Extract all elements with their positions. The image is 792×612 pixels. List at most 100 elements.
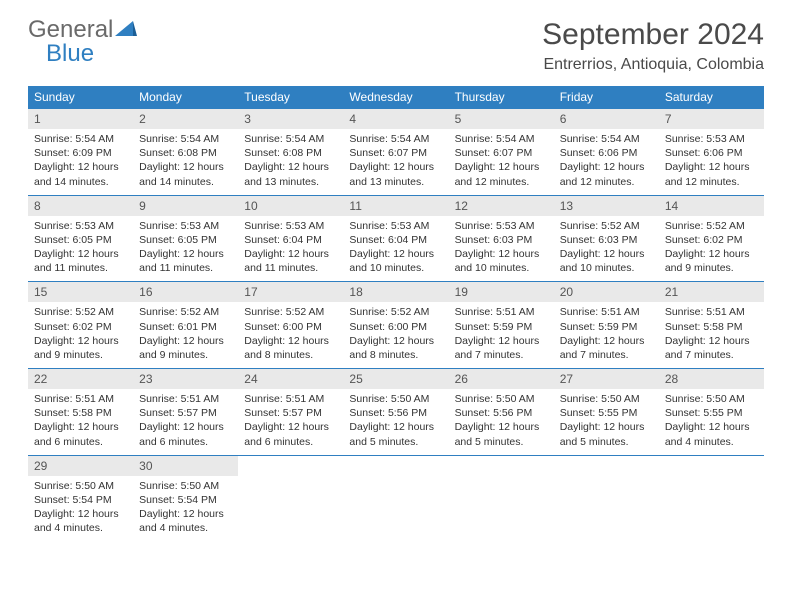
cell-line: Sunset: 6:07 PM <box>455 146 548 160</box>
cell-line: Sunrise: 5:54 AM <box>244 132 337 146</box>
cell-line: Daylight: 12 hours <box>139 420 232 434</box>
cell-line: and 13 minutes. <box>349 175 442 189</box>
cell-line: Sunset: 6:05 PM <box>139 233 232 247</box>
cell-line: and 14 minutes. <box>34 175 127 189</box>
cell-line: Sunrise: 5:52 AM <box>665 219 758 233</box>
calendar-cell: 9Sunrise: 5:53 AMSunset: 6:05 PMDaylight… <box>133 196 238 282</box>
cell-line: Sunrise: 5:51 AM <box>665 305 758 319</box>
cell-line: Sunset: 5:55 PM <box>665 406 758 420</box>
calendar-cell: 21Sunrise: 5:51 AMSunset: 5:58 PMDayligh… <box>659 282 764 368</box>
cell-body: Sunrise: 5:50 AMSunset: 5:56 PMDaylight:… <box>449 389 554 455</box>
day-number: 16 <box>133 282 238 302</box>
cell-line: and 7 minutes. <box>665 348 758 362</box>
day-number: 22 <box>28 369 133 389</box>
cell-body: Sunrise: 5:53 AMSunset: 6:04 PMDaylight:… <box>343 216 448 282</box>
cell-line: Sunset: 5:55 PM <box>560 406 653 420</box>
cell-body: Sunrise: 5:54 AMSunset: 6:08 PMDaylight:… <box>133 129 238 195</box>
cell-line: Daylight: 12 hours <box>665 420 758 434</box>
calendar-week: 22Sunrise: 5:51 AMSunset: 5:58 PMDayligh… <box>28 368 764 455</box>
day-number: 1 <box>28 109 133 129</box>
day-header: Wednesday <box>343 86 448 108</box>
day-number: 5 <box>449 109 554 129</box>
cell-line: Sunset: 5:59 PM <box>455 320 548 334</box>
cell-body: Sunrise: 5:51 AMSunset: 5:57 PMDaylight:… <box>238 389 343 455</box>
cell-line: Sunset: 6:05 PM <box>34 233 127 247</box>
logo-text-general: General <box>28 16 113 43</box>
cell-line: Sunset: 6:01 PM <box>139 320 232 334</box>
day-number: 29 <box>28 456 133 476</box>
calendar-cell: 10Sunrise: 5:53 AMSunset: 6:04 PMDayligh… <box>238 196 343 282</box>
cell-line: Daylight: 12 hours <box>349 334 442 348</box>
cell-line: Sunset: 6:02 PM <box>34 320 127 334</box>
cell-line: Sunrise: 5:50 AM <box>455 392 548 406</box>
cell-line: Sunrise: 5:52 AM <box>560 219 653 233</box>
cell-body: Sunrise: 5:52 AMSunset: 6:02 PMDaylight:… <box>659 216 764 282</box>
cell-line: Sunrise: 5:53 AM <box>455 219 548 233</box>
cell-line: Sunrise: 5:53 AM <box>139 219 232 233</box>
cell-body: Sunrise: 5:54 AMSunset: 6:08 PMDaylight:… <box>238 129 343 195</box>
cell-body: Sunrise: 5:51 AMSunset: 5:58 PMDaylight:… <box>659 302 764 368</box>
day-number: 8 <box>28 196 133 216</box>
cell-line: Daylight: 12 hours <box>665 247 758 261</box>
cell-line: Sunset: 6:00 PM <box>349 320 442 334</box>
page-title: September 2024 <box>542 18 764 52</box>
cell-body: Sunrise: 5:50 AMSunset: 5:54 PMDaylight:… <box>133 476 238 542</box>
cell-line: Daylight: 12 hours <box>34 247 127 261</box>
cell-line: and 5 minutes. <box>455 435 548 449</box>
calendar-cell: 4Sunrise: 5:54 AMSunset: 6:07 PMDaylight… <box>343 109 448 195</box>
cell-line: Sunset: 6:09 PM <box>34 146 127 160</box>
day-number: 2 <box>133 109 238 129</box>
calendar-cell <box>238 456 343 542</box>
calendar: SundayMondayTuesdayWednesdayThursdayFrid… <box>28 86 764 541</box>
calendar-cell: 16Sunrise: 5:52 AMSunset: 6:01 PMDayligh… <box>133 282 238 368</box>
cell-line: Sunset: 6:04 PM <box>349 233 442 247</box>
cell-line: Sunset: 6:04 PM <box>244 233 337 247</box>
calendar-cell: 20Sunrise: 5:51 AMSunset: 5:59 PMDayligh… <box>554 282 659 368</box>
calendar-cell: 6Sunrise: 5:54 AMSunset: 6:06 PMDaylight… <box>554 109 659 195</box>
cell-body: Sunrise: 5:54 AMSunset: 6:07 PMDaylight:… <box>343 129 448 195</box>
cell-line: Sunrise: 5:53 AM <box>349 219 442 233</box>
cell-line: and 7 minutes. <box>455 348 548 362</box>
cell-line: Daylight: 12 hours <box>244 420 337 434</box>
cell-line: and 9 minutes. <box>139 348 232 362</box>
calendar-cell: 12Sunrise: 5:53 AMSunset: 6:03 PMDayligh… <box>449 196 554 282</box>
cell-body: Sunrise: 5:51 AMSunset: 5:57 PMDaylight:… <box>133 389 238 455</box>
cell-line: and 10 minutes. <box>560 261 653 275</box>
calendar-week: 29Sunrise: 5:50 AMSunset: 5:54 PMDayligh… <box>28 455 764 542</box>
cell-line: Daylight: 12 hours <box>34 160 127 174</box>
day-number: 20 <box>554 282 659 302</box>
cell-line: and 9 minutes. <box>34 348 127 362</box>
day-number: 26 <box>449 369 554 389</box>
day-number: 15 <box>28 282 133 302</box>
calendar-cell: 24Sunrise: 5:51 AMSunset: 5:57 PMDayligh… <box>238 369 343 455</box>
cell-body: Sunrise: 5:50 AMSunset: 5:55 PMDaylight:… <box>659 389 764 455</box>
cell-line: Sunrise: 5:50 AM <box>560 392 653 406</box>
day-number: 28 <box>659 369 764 389</box>
calendar-cell: 26Sunrise: 5:50 AMSunset: 5:56 PMDayligh… <box>449 369 554 455</box>
day-number: 27 <box>554 369 659 389</box>
calendar-cell: 30Sunrise: 5:50 AMSunset: 5:54 PMDayligh… <box>133 456 238 542</box>
cell-line: Sunset: 5:58 PM <box>34 406 127 420</box>
calendar-cell: 15Sunrise: 5:52 AMSunset: 6:02 PMDayligh… <box>28 282 133 368</box>
day-number: 7 <box>659 109 764 129</box>
cell-body: Sunrise: 5:51 AMSunset: 5:58 PMDaylight:… <box>28 389 133 455</box>
day-number: 17 <box>238 282 343 302</box>
cell-line: Sunset: 6:03 PM <box>455 233 548 247</box>
day-number: 25 <box>343 369 448 389</box>
title-block: September 2024 Entrerrios, Antioquia, Co… <box>542 18 764 74</box>
day-number: 6 <box>554 109 659 129</box>
day-number: 11 <box>343 196 448 216</box>
cell-line: Sunset: 5:57 PM <box>139 406 232 420</box>
cell-line: Daylight: 12 hours <box>139 334 232 348</box>
cell-line: Sunset: 6:08 PM <box>244 146 337 160</box>
cell-line: and 7 minutes. <box>560 348 653 362</box>
cell-line: and 14 minutes. <box>139 175 232 189</box>
cell-line: Sunset: 5:56 PM <box>349 406 442 420</box>
day-header: Sunday <box>28 86 133 108</box>
cell-line: and 6 minutes. <box>244 435 337 449</box>
cell-line: and 8 minutes. <box>244 348 337 362</box>
cell-body: Sunrise: 5:54 AMSunset: 6:07 PMDaylight:… <box>449 129 554 195</box>
cell-line: and 4 minutes. <box>665 435 758 449</box>
cell-body: Sunrise: 5:54 AMSunset: 6:06 PMDaylight:… <box>554 129 659 195</box>
cell-line: Daylight: 12 hours <box>349 420 442 434</box>
